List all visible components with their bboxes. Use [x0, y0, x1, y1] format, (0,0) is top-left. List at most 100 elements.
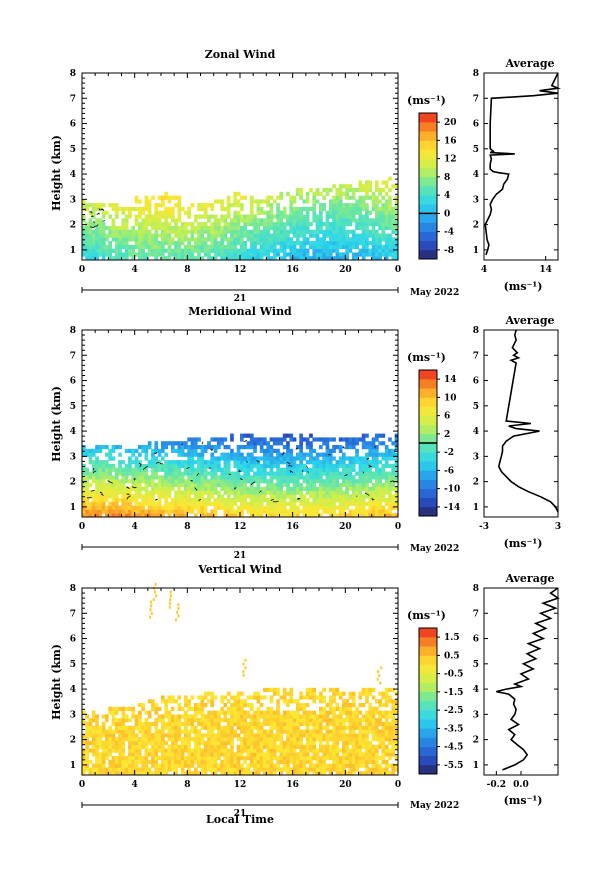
heatmap-cell: [243, 256, 247, 261]
heatmap-cell: [276, 452, 280, 457]
heatmap-cell: [170, 225, 175, 231]
heatmap-cell: [95, 725, 99, 730]
heatmap-cell: [378, 767, 382, 772]
heatmap-cell: [230, 229, 234, 234]
heatmap-cell: [95, 767, 99, 772]
heatmap-cell: [131, 460, 136, 465]
heatmap-cell: [246, 494, 251, 499]
heatmap-cell: [266, 214, 270, 219]
heatmap-cell: [138, 256, 142, 261]
heatmap-cell: [210, 490, 215, 495]
heatmap-cell: [309, 695, 313, 700]
heatmap-cell: [101, 248, 106, 253]
heatmap-cell: [213, 237, 218, 242]
heatmap-cell: [358, 691, 363, 696]
heatmap-cell: [249, 718, 254, 723]
heatmap-cell: [151, 494, 155, 499]
heatmap-cell: [296, 229, 300, 234]
heatmap-cell: [309, 767, 313, 772]
heatmap-cell: [292, 740, 297, 746]
heatmap-cell: [302, 498, 307, 503]
heatmap-cell: [170, 237, 175, 242]
heatmap-cell: [147, 199, 152, 204]
heatmap-cell: [220, 733, 224, 738]
heatmap-cell: [124, 718, 129, 723]
heatmap-cell: [282, 210, 287, 215]
heatmap-cell: [207, 767, 211, 772]
heatmap-cell: [256, 699, 261, 704]
heatmap-cell: [322, 501, 326, 506]
heatmap-cell: [269, 695, 274, 700]
heatmap-cell: [355, 744, 359, 749]
heatmap-cell: [378, 479, 382, 484]
heatmap-cell: [305, 229, 310, 234]
heatmap-cell: [187, 486, 191, 491]
heatmap-cell: [236, 471, 241, 476]
heatmap-cell: [272, 229, 277, 234]
heatmap-cell: [378, 744, 382, 749]
heatmap-cell: [282, 748, 287, 753]
heatmap-cell: [154, 218, 159, 223]
heatmap-cell: [167, 467, 172, 472]
heatmap-cell: [240, 729, 244, 734]
heatmap-cell: [154, 706, 159, 711]
heatmap-cell: [236, 445, 241, 450]
heatmap-cell: [200, 456, 205, 461]
heatmap-cell: [164, 756, 168, 761]
heatmap-cell: [91, 479, 96, 484]
heatmap-cell: [233, 463, 238, 469]
heatmap-cell: [161, 494, 165, 499]
heatmap-cell: [213, 733, 218, 738]
heatmap-cell: [105, 505, 109, 510]
heatmap-cell: [348, 763, 353, 768]
heatmap-cell: [131, 448, 136, 453]
heatmap-cell: [193, 244, 198, 249]
heatmap-cell: [259, 237, 264, 242]
heatmap-cell: [141, 505, 145, 510]
heatmap-cell: [371, 509, 376, 514]
heatmap-cell: [95, 244, 99, 249]
heatmap-cell: [174, 490, 178, 495]
heatmap-cell: [85, 740, 89, 746]
heatmap-cell: [161, 463, 165, 469]
heatmap-cell: [193, 448, 198, 453]
heatmap-cell: [348, 467, 353, 472]
heatmap-cell: [170, 505, 175, 510]
heatmap-cell: [299, 437, 303, 442]
heatmap-cell: [368, 756, 373, 761]
heatmap-cell: [305, 471, 310, 476]
heatmap-cell: [319, 471, 323, 476]
heatmap-cell: [312, 733, 317, 738]
heatmap-cell: [351, 214, 356, 219]
heatmap-cell: [114, 756, 119, 761]
heatmap-cell: [197, 456, 201, 461]
heatmap-cell: [121, 513, 126, 518]
heatmap-cell: [230, 256, 234, 261]
heatmap-cell: [365, 233, 369, 238]
heatmap-cell: [256, 463, 261, 469]
heatmap-cell: [177, 229, 182, 234]
heatmap-cell: [147, 490, 152, 495]
heatmap-cell: [128, 733, 132, 738]
heatmap-cell: [95, 752, 99, 757]
heatmap-cell: [345, 740, 349, 746]
heatmap-cell: [114, 479, 119, 484]
heatmap-cell: [365, 501, 369, 506]
heatmap-cell: [256, 740, 261, 746]
heatmap-cell: [322, 505, 326, 510]
heatmap-cell: [134, 756, 139, 761]
heatmap-cell: [384, 445, 389, 450]
heatmap-cell: [276, 744, 280, 749]
heatmap-cell: [299, 756, 303, 761]
heatmap-cell: [114, 467, 119, 472]
heatmap-cell: [335, 241, 340, 246]
heatmap-cell: [180, 706, 185, 711]
heatmap-cell: [124, 471, 129, 476]
heatmap-cell: [131, 467, 136, 472]
heatmap-cell: [342, 703, 346, 708]
heatmap-cell: [253, 241, 257, 246]
heatmap-cell: [164, 248, 168, 253]
heatmap-cell: [345, 706, 349, 711]
heatmap-cell: [236, 710, 241, 715]
heatmap-cell: [282, 452, 287, 457]
